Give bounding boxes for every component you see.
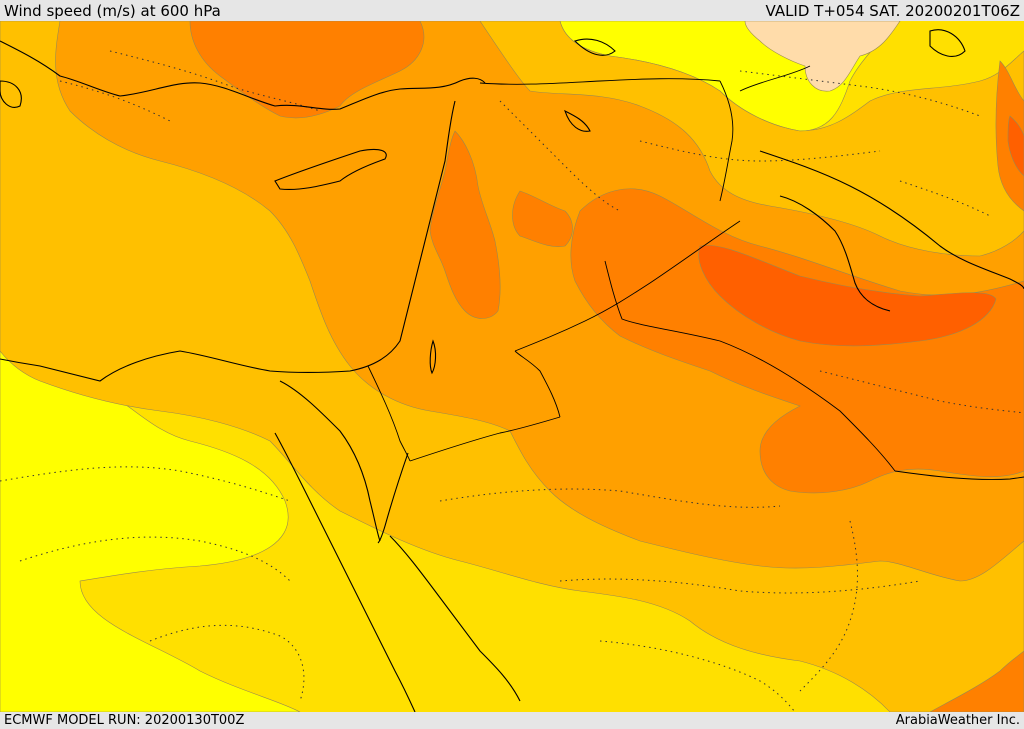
weather-map: [0, 21, 1024, 712]
brand-credit: ArabiaWeather Inc.: [895, 713, 1020, 728]
dotted-contours: [0, 50, 1024, 712]
zone-peach: [744, 21, 901, 92]
model-run: ECMWF MODEL RUN: 20200130T00Z: [4, 713, 245, 728]
map-title: Wind speed (m/s) at 600 hPa: [4, 2, 221, 20]
footer-bar: ECMWF MODEL RUN: 20200130T00Z ArabiaWeat…: [0, 712, 1024, 729]
zone-dark-orange-north: [189, 21, 425, 119]
zone-red-orange-small: [1007, 115, 1024, 177]
coastlines: [0, 29, 1024, 712]
zone-dark-orange-se: [929, 650, 1024, 712]
zone-dark-orange-east: [570, 188, 1024, 494]
valid-time: VALID T+054 SAT. 20200201T06Z: [765, 2, 1020, 20]
header-bar: Wind speed (m/s) at 600 hPa VALID T+054 …: [0, 0, 1024, 21]
zone-dark-orange-levant: [429, 130, 501, 319]
zone-dark-orange-blob: [512, 190, 573, 247]
zone-red-orange: [698, 244, 997, 347]
borders: [367, 65, 1024, 480]
